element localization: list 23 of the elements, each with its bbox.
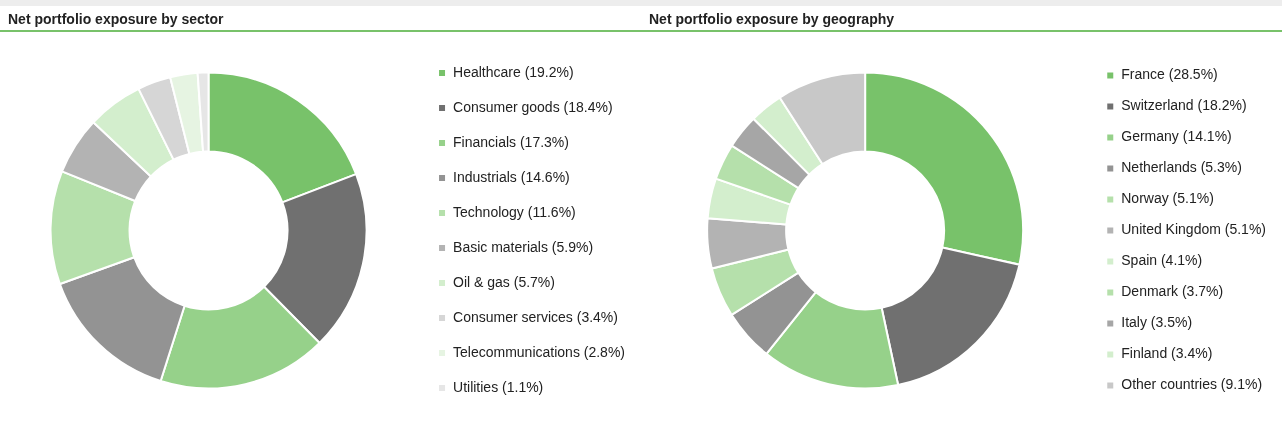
legend-label: Financials (17.3%) (453, 133, 569, 150)
legend-label: Telecommunications (2.8%) (453, 343, 626, 360)
legend-label: Healthcare (19.2%) (453, 63, 574, 80)
legend-label: Oil & gas (5.7%) (453, 273, 555, 290)
legend-label: Industrials (14.6%) (453, 168, 570, 185)
legend-label: Consumer goods (18.4%) (453, 98, 613, 115)
legend-label: United Kingdom (5.1%) (1121, 221, 1267, 238)
legend-label: Italy (3.5%) (1121, 314, 1193, 331)
chart-title: Net portfolio exposure by sector (0, 6, 641, 32)
legend-label: France (28.5%) (1121, 66, 1218, 83)
legend-label: Basic materials (5.9%) (453, 238, 594, 255)
legend-label: Consumer services (3.4%) (453, 308, 618, 325)
legend-label: Netherlands (5.3%) (1121, 159, 1242, 176)
chart-title: Net portfolio exposure by geography (641, 6, 1282, 32)
legend-label: Denmark (3.7%) (1121, 283, 1224, 300)
legend-label: Other countries (9.1%) (1121, 376, 1263, 393)
legend-label: Utilities (1.1%) (453, 378, 544, 395)
legend-label: Switzerland (18.2%) (1121, 97, 1247, 114)
legend-label: Spain (4.1%) (1121, 252, 1203, 269)
legend-label: Finland (3.4%) (1121, 345, 1213, 362)
legend-label: Norway (5.1%) (1121, 190, 1214, 207)
legend-label: Technology (11.6%) (453, 203, 576, 220)
legend-label: Germany (14.1%) (1121, 128, 1232, 145)
